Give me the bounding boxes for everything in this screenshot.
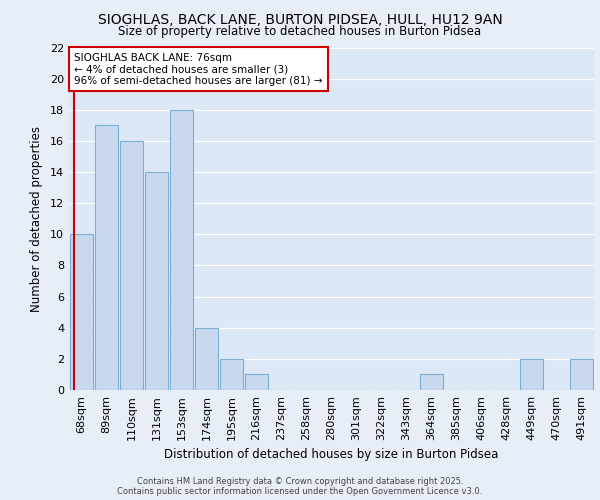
Bar bbox=[70, 234, 94, 390]
Bar bbox=[145, 172, 169, 390]
Bar bbox=[170, 110, 193, 390]
Text: Contains HM Land Registry data © Crown copyright and database right 2025.
Contai: Contains HM Land Registry data © Crown c… bbox=[118, 476, 482, 496]
Bar bbox=[245, 374, 268, 390]
Text: SIOGHLAS BACK LANE: 76sqm
← 4% of detached houses are smaller (3)
96% of semi-de: SIOGHLAS BACK LANE: 76sqm ← 4% of detach… bbox=[74, 52, 323, 86]
Text: Size of property relative to detached houses in Burton Pidsea: Size of property relative to detached ho… bbox=[118, 25, 482, 38]
Bar bbox=[220, 359, 244, 390]
Bar bbox=[119, 141, 143, 390]
Bar bbox=[194, 328, 218, 390]
Text: SIOGHLAS, BACK LANE, BURTON PIDSEA, HULL, HU12 9AN: SIOGHLAS, BACK LANE, BURTON PIDSEA, HULL… bbox=[98, 12, 502, 26]
Bar bbox=[419, 374, 443, 390]
Bar bbox=[520, 359, 544, 390]
X-axis label: Distribution of detached houses by size in Burton Pidsea: Distribution of detached houses by size … bbox=[164, 448, 499, 462]
Y-axis label: Number of detached properties: Number of detached properties bbox=[30, 126, 43, 312]
Bar bbox=[569, 359, 593, 390]
Bar bbox=[95, 126, 118, 390]
